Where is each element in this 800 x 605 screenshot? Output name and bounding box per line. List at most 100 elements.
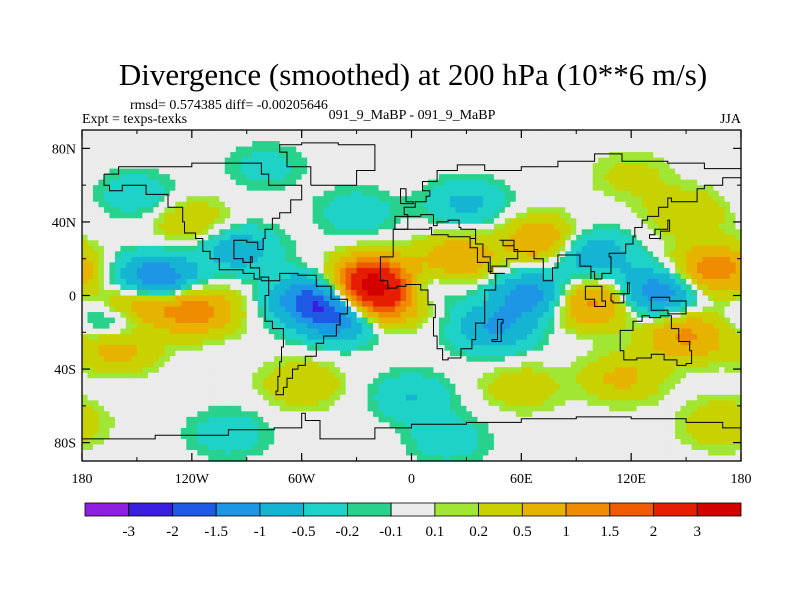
field-cell	[246, 350, 253, 357]
field-cell	[307, 218, 314, 225]
field-cell	[389, 295, 396, 302]
field-cell	[252, 229, 259, 236]
field-cell	[691, 289, 698, 297]
field-cell	[367, 212, 374, 219]
field-cell	[356, 312, 363, 319]
field-cell	[296, 267, 303, 275]
field-cell	[653, 289, 660, 297]
field-cell	[730, 245, 737, 252]
field-cell	[735, 278, 742, 286]
field-cell	[724, 339, 731, 346]
field-cell	[532, 185, 539, 192]
field-cell	[675, 240, 682, 247]
field-cell	[620, 223, 627, 230]
field-cell	[213, 174, 220, 181]
field-cell	[570, 223, 577, 230]
field-cell	[416, 345, 424, 352]
field-cell	[312, 334, 319, 341]
field-cell	[285, 135, 292, 142]
field-cell	[241, 141, 248, 148]
field-cell	[537, 273, 544, 280]
field-cell	[438, 323, 446, 330]
field-cell	[565, 289, 572, 297]
field-cell	[125, 334, 133, 341]
field-cell	[675, 312, 682, 319]
field-cell	[554, 207, 561, 214]
field-cell	[515, 218, 522, 225]
field-cell	[367, 339, 374, 346]
field-cell	[532, 201, 539, 208]
field-cell	[241, 152, 248, 159]
field-cell	[422, 301, 429, 308]
field-cell	[389, 317, 396, 324]
field-cell	[82, 168, 89, 175]
field-cell	[263, 185, 270, 192]
field-cell	[515, 262, 522, 269]
field-cell	[268, 262, 275, 269]
field-cell	[477, 146, 484, 153]
field-cell	[290, 229, 297, 236]
field-cell	[482, 168, 489, 175]
field-cell	[296, 317, 303, 324]
field-cell	[499, 212, 506, 219]
field-cell	[724, 323, 731, 330]
field-cell	[587, 168, 594, 175]
field-cell	[581, 350, 588, 357]
field-cell	[565, 168, 572, 175]
field-cell	[471, 163, 478, 170]
field-cell	[213, 251, 220, 258]
field-cell	[406, 179, 413, 186]
field-cell	[153, 256, 160, 263]
field-cell	[290, 218, 297, 225]
field-cell	[587, 190, 594, 197]
field-cell	[669, 339, 676, 346]
field-cell	[373, 157, 380, 164]
field-cell	[180, 240, 187, 247]
field-cell	[296, 262, 303, 269]
field-cell	[120, 289, 127, 297]
field-cell	[669, 301, 676, 308]
field-cell	[625, 284, 632, 291]
field-cell	[455, 201, 462, 208]
field-cell	[285, 223, 292, 230]
field-cell	[169, 135, 176, 142]
field-cell	[109, 251, 116, 258]
field-cell	[719, 328, 726, 335]
field-cell	[570, 135, 577, 142]
field-cell	[455, 256, 462, 263]
field-cell	[444, 135, 451, 142]
field-cell	[675, 168, 682, 175]
field-cell	[186, 168, 193, 175]
field-cell	[197, 218, 204, 225]
field-cell	[263, 223, 270, 230]
field-cell	[691, 345, 698, 352]
field-cell	[213, 229, 220, 236]
field-cell	[719, 306, 726, 313]
field-cell	[526, 218, 533, 225]
field-cell	[208, 152, 215, 159]
field-cell	[296, 146, 303, 153]
field-cell	[285, 234, 292, 241]
field-cell	[477, 339, 484, 346]
field-cell	[537, 163, 544, 170]
field-cell	[537, 251, 544, 258]
field-cell	[334, 135, 341, 142]
field-cell	[631, 212, 638, 219]
field-cell	[334, 334, 341, 341]
field-cell	[164, 312, 171, 319]
field-cell	[378, 328, 385, 335]
field-cell	[515, 350, 522, 357]
field-cell	[87, 245, 94, 252]
field-cell	[208, 174, 215, 181]
field-cell	[603, 130, 610, 137]
field-cell	[488, 196, 495, 203]
field-cell	[92, 339, 100, 346]
field-cell	[98, 306, 105, 313]
field-cell	[708, 278, 715, 286]
field-cell	[103, 245, 111, 252]
field-cell	[230, 135, 237, 142]
field-cell	[576, 323, 583, 330]
field-cell	[653, 339, 660, 346]
field-cell	[246, 179, 253, 186]
field-cell	[351, 301, 358, 308]
